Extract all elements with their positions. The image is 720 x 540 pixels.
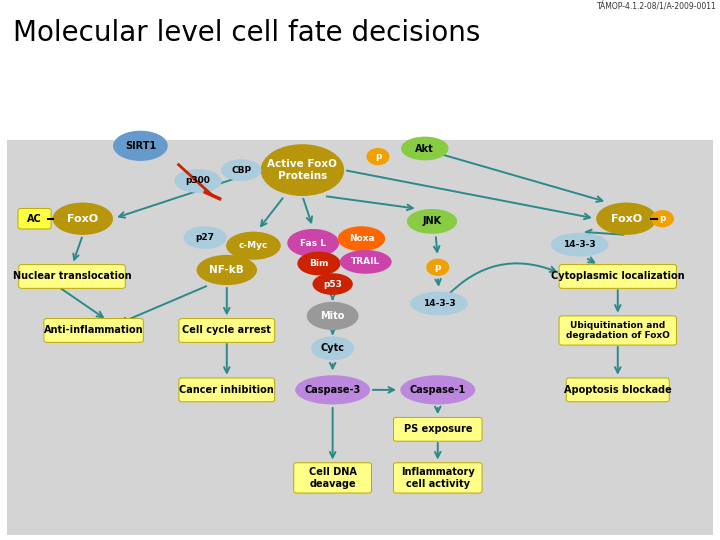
Text: Molecular level cell fate decisions: Molecular level cell fate decisions — [13, 19, 480, 47]
Ellipse shape — [261, 144, 344, 196]
Text: TÁMOP-4.1.2-08/1/A-2009-0011: TÁMOP-4.1.2-08/1/A-2009-0011 — [597, 3, 716, 12]
Ellipse shape — [407, 209, 457, 234]
Text: Cytoplasmic localization: Cytoplasmic localization — [551, 272, 685, 281]
Text: SIRT1: SIRT1 — [125, 141, 156, 151]
Text: Anti-inflammation: Anti-inflammation — [44, 326, 143, 335]
Ellipse shape — [410, 292, 468, 315]
Text: p: p — [375, 152, 381, 161]
Text: p27: p27 — [196, 233, 215, 242]
Ellipse shape — [596, 202, 657, 235]
Ellipse shape — [287, 229, 339, 257]
Ellipse shape — [311, 336, 354, 360]
Text: Cell cycle arrest: Cell cycle arrest — [182, 326, 271, 335]
Text: Caspase-3: Caspase-3 — [305, 385, 361, 395]
Ellipse shape — [295, 375, 370, 404]
Ellipse shape — [221, 159, 261, 181]
Text: Inflammatory
cell activity: Inflammatory cell activity — [401, 467, 474, 489]
Ellipse shape — [400, 375, 475, 404]
Ellipse shape — [297, 252, 341, 275]
Text: Bim: Bim — [310, 259, 328, 268]
FancyBboxPatch shape — [179, 319, 275, 342]
Text: Cytc: Cytc — [320, 343, 345, 353]
Text: JNK: JNK — [423, 217, 441, 226]
Text: p: p — [435, 263, 441, 272]
Text: Caspase-1: Caspase-1 — [410, 385, 466, 395]
Text: AC: AC — [27, 214, 42, 224]
Text: p300: p300 — [186, 177, 210, 185]
FancyBboxPatch shape — [19, 265, 125, 288]
Text: Active FoxO
Proteins: Active FoxO Proteins — [267, 159, 338, 181]
Ellipse shape — [197, 255, 257, 285]
Text: CBP: CBP — [231, 166, 251, 174]
Ellipse shape — [312, 273, 353, 295]
Text: TRAIL: TRAIL — [351, 258, 380, 266]
Ellipse shape — [551, 233, 608, 256]
Ellipse shape — [426, 259, 449, 276]
Ellipse shape — [113, 131, 168, 161]
Ellipse shape — [340, 250, 392, 274]
Ellipse shape — [226, 232, 281, 260]
Text: NF-kB: NF-kB — [210, 265, 244, 275]
Ellipse shape — [184, 226, 227, 249]
Text: Fas L: Fas L — [300, 239, 326, 247]
Text: FoxO: FoxO — [611, 214, 642, 224]
Text: 14-3-3: 14-3-3 — [563, 240, 596, 249]
FancyBboxPatch shape — [294, 463, 372, 493]
Text: Mito: Mito — [320, 311, 345, 321]
Text: p53: p53 — [323, 280, 342, 288]
FancyBboxPatch shape — [44, 319, 143, 342]
FancyBboxPatch shape — [394, 417, 482, 441]
Ellipse shape — [307, 302, 359, 330]
Text: p: p — [660, 214, 665, 223]
Text: FoxO: FoxO — [67, 214, 99, 224]
Text: Apoptosis blockade: Apoptosis blockade — [564, 385, 672, 395]
Text: Ubiquitination and
degradation of FoxO: Ubiquitination and degradation of FoxO — [566, 321, 670, 340]
Text: Noxa: Noxa — [348, 234, 374, 243]
Text: c-Myc: c-Myc — [239, 241, 268, 250]
FancyBboxPatch shape — [566, 378, 670, 402]
Text: Akt: Akt — [415, 144, 434, 153]
Ellipse shape — [366, 148, 390, 165]
Ellipse shape — [53, 202, 113, 235]
Text: Cell DNA
deavage: Cell DNA deavage — [309, 467, 356, 489]
Ellipse shape — [174, 169, 222, 193]
Ellipse shape — [338, 226, 385, 251]
Text: PS exposure: PS exposure — [403, 424, 472, 434]
FancyBboxPatch shape — [559, 265, 677, 288]
Text: 14-3-3: 14-3-3 — [423, 299, 456, 308]
FancyBboxPatch shape — [179, 378, 275, 402]
Text: Cancer inhibition: Cancer inhibition — [179, 385, 274, 395]
FancyBboxPatch shape — [7, 140, 713, 535]
FancyBboxPatch shape — [394, 463, 482, 493]
Ellipse shape — [651, 210, 674, 227]
Ellipse shape — [401, 137, 449, 160]
Text: Nuclear translocation: Nuclear translocation — [13, 272, 131, 281]
FancyBboxPatch shape — [18, 208, 51, 229]
FancyBboxPatch shape — [559, 316, 677, 345]
